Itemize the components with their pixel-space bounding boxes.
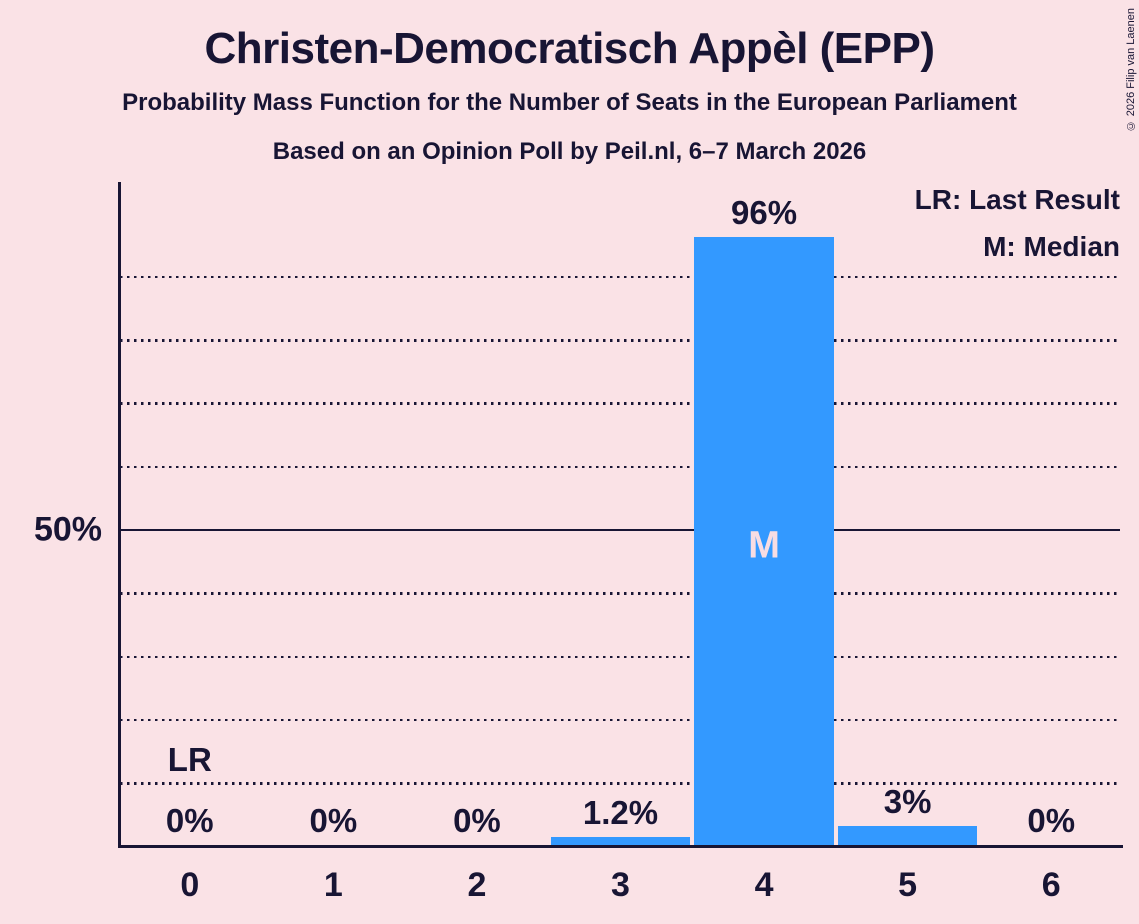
bar-seats-4 xyxy=(694,237,834,845)
x-axis-label-seats-1: 1 xyxy=(323,866,343,904)
bar-seats-3 xyxy=(550,837,691,845)
x-axis-label-seats-2: 2 xyxy=(467,866,487,904)
gridline-30pct xyxy=(120,655,1120,659)
median-marker: M xyxy=(748,524,780,567)
gridline-40pct xyxy=(120,592,1120,595)
value-label-seats-4: 96% xyxy=(731,193,798,231)
value-label-seats-0: 0% xyxy=(165,801,214,839)
gridline-60pct xyxy=(120,465,1120,469)
x-axis-label-seats-6: 6 xyxy=(1041,866,1061,904)
x-axis-label-seats-5: 5 xyxy=(898,866,918,904)
value-label-seats-5: 3% xyxy=(883,782,932,820)
x-axis-label-seats-3: 3 xyxy=(611,866,630,904)
gridline-70pct xyxy=(120,402,1120,405)
gridline-10pct xyxy=(120,782,1120,785)
legend-last-result: LR: Last Result xyxy=(914,184,1120,215)
value-label-seats-1: 0% xyxy=(309,801,358,839)
gridline-80pct xyxy=(120,339,1120,342)
bar-seats-5 xyxy=(837,826,978,845)
value-label-seats-6: 0% xyxy=(1027,801,1076,839)
value-label-seats-3: 1.2% xyxy=(582,793,659,831)
poll-source-line: Based on an Opinion Poll by Peil.nl, 6–7… xyxy=(272,138,867,165)
gridline-20pct xyxy=(120,718,1120,722)
y-axis-50pct-label: 50% xyxy=(33,510,102,549)
x-axis-label-seats-0: 0 xyxy=(180,866,200,904)
last-result-marker: LR xyxy=(167,741,212,778)
legend-median: M: Median xyxy=(983,231,1120,262)
gridline-50pct-solid xyxy=(120,529,1120,531)
gridline-90pct xyxy=(120,275,1120,279)
chart-title: Christen-Democratisch Appèl (EPP) xyxy=(204,24,935,73)
x-axis-label-seats-4: 4 xyxy=(754,866,774,904)
x-axis-line xyxy=(118,844,1123,848)
chart-subtitle: Probability Mass Function for the Number… xyxy=(122,89,1017,116)
value-label-seats-2: 0% xyxy=(453,801,501,839)
y-axis-line xyxy=(118,182,121,846)
